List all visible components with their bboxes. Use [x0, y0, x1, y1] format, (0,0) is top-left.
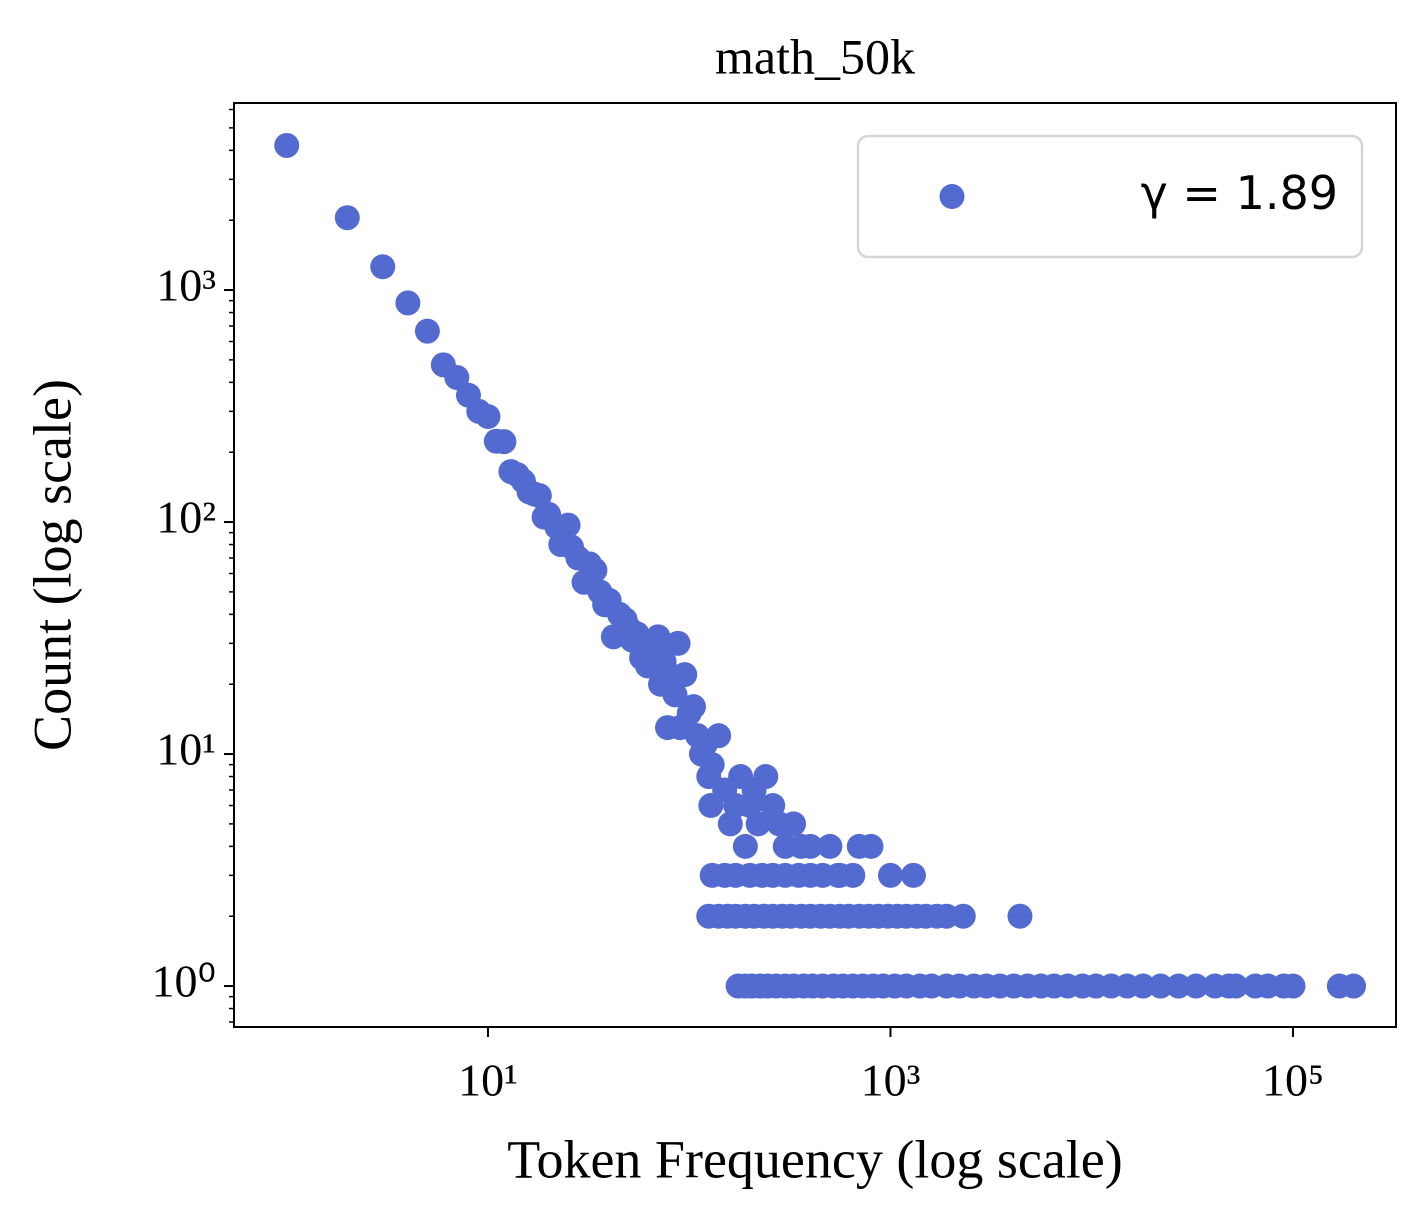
- point: [444, 364, 470, 390]
- point: [753, 764, 779, 790]
- point: [781, 811, 807, 837]
- point: [877, 862, 903, 888]
- x-axis-label: Token Frequency (log scale): [507, 1129, 1123, 1189]
- x-tick-label: 10¹: [458, 1055, 518, 1106]
- point: [555, 512, 581, 538]
- legend-box: [856, 134, 1364, 259]
- point: [662, 682, 688, 708]
- point: [475, 404, 501, 430]
- point: [680, 694, 706, 720]
- point: [950, 903, 976, 929]
- point: [414, 318, 440, 344]
- plot-frame: [233, 102, 1397, 1028]
- x-tick-label: 10³: [861, 1055, 921, 1106]
- point: [745, 811, 771, 837]
- point: [840, 862, 866, 888]
- point: [817, 833, 843, 859]
- legend-label: γ = 1.89: [1141, 166, 1338, 220]
- y-axis-label: Count (log scale): [22, 379, 82, 751]
- series: [274, 132, 1367, 999]
- point: [699, 752, 725, 778]
- y-tick-label: 10²: [156, 492, 216, 543]
- point: [491, 429, 517, 455]
- point: [645, 624, 671, 650]
- point: [274, 132, 300, 158]
- point: [582, 557, 608, 583]
- point: [334, 205, 360, 231]
- point: [732, 833, 758, 859]
- x-tick-label: 10⁵: [1262, 1055, 1324, 1106]
- point: [1223, 973, 1249, 999]
- point: [858, 833, 884, 859]
- point: [1183, 973, 1209, 999]
- point: [526, 483, 552, 509]
- point: [900, 862, 926, 888]
- point: [1130, 973, 1156, 999]
- point: [1280, 973, 1306, 999]
- y-tick-label: 10³: [156, 260, 216, 311]
- point: [1148, 973, 1174, 999]
- chart-title: math_50k: [715, 28, 915, 84]
- point: [1007, 903, 1033, 929]
- point: [370, 254, 396, 280]
- point: [1166, 973, 1192, 999]
- point: [1341, 973, 1367, 999]
- point: [672, 662, 698, 688]
- y-tick-label: 10¹: [156, 724, 216, 775]
- point: [706, 723, 732, 749]
- point: [395, 290, 421, 316]
- y-tick-label: 10⁰: [152, 956, 216, 1007]
- legend-marker: [939, 184, 965, 209]
- point: [797, 833, 823, 859]
- point: [665, 630, 691, 656]
